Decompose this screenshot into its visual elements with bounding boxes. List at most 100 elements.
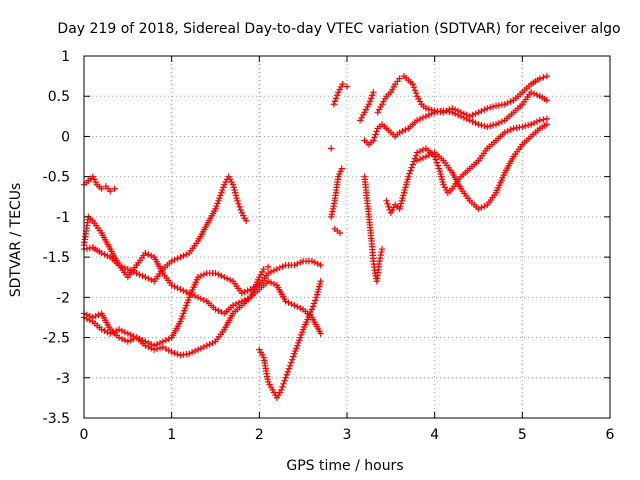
data-point xyxy=(124,330,132,337)
data-point xyxy=(212,306,219,313)
data-point xyxy=(183,251,190,258)
data-point xyxy=(501,101,508,108)
data-point xyxy=(86,316,94,324)
x-tick-label: 4 xyxy=(430,427,439,443)
data-point xyxy=(136,271,143,278)
data-point xyxy=(218,308,225,316)
data-point xyxy=(142,274,149,281)
data-point xyxy=(419,146,427,154)
data-point xyxy=(200,343,208,351)
data-point xyxy=(98,249,105,257)
data-point xyxy=(492,121,500,128)
data-point xyxy=(475,121,482,128)
data-point xyxy=(411,86,419,94)
data-point xyxy=(443,107,450,115)
y-tick-label: -1 xyxy=(56,210,70,226)
data-point xyxy=(543,97,551,104)
data-point xyxy=(540,74,547,81)
data-point xyxy=(177,286,184,293)
y-tick-label: -2.5 xyxy=(43,331,70,347)
data-point xyxy=(410,83,418,91)
data-point xyxy=(127,267,134,274)
data-point xyxy=(104,328,111,336)
data-point xyxy=(174,350,181,358)
satellite-track-10 xyxy=(374,72,551,120)
data-point xyxy=(446,106,453,113)
data-point xyxy=(466,113,473,120)
data-point xyxy=(234,197,241,204)
data-point xyxy=(278,386,285,394)
data-point xyxy=(481,106,488,113)
data-point xyxy=(377,251,384,259)
chart-title: Day 219 of 2018, Sidereal Day-to-day VTE… xyxy=(57,21,620,37)
data-point xyxy=(410,158,418,165)
data-point xyxy=(522,122,529,130)
satellite-track-4 xyxy=(80,257,324,349)
data-point xyxy=(433,159,441,166)
data-point xyxy=(504,127,511,135)
data-point xyxy=(412,90,420,97)
data-point xyxy=(283,371,290,378)
data-point xyxy=(369,92,376,99)
data-point xyxy=(180,287,187,294)
x-tick-label: 3 xyxy=(343,427,352,443)
data-point xyxy=(332,95,340,102)
data-point xyxy=(215,271,222,278)
data-point xyxy=(107,187,114,195)
data-point xyxy=(478,204,485,211)
data-point xyxy=(289,356,296,363)
data-point xyxy=(507,126,514,133)
data-point xyxy=(215,307,222,314)
data-point xyxy=(242,217,250,225)
data-point xyxy=(407,167,414,174)
data-point xyxy=(481,122,488,130)
satellite-track-5 xyxy=(80,263,272,359)
data-point xyxy=(174,255,181,262)
data-point xyxy=(127,331,134,339)
data-point xyxy=(118,263,126,270)
data-point xyxy=(384,200,391,208)
data-point xyxy=(489,103,497,110)
data-point xyxy=(472,119,479,127)
data-point xyxy=(171,349,178,357)
y-tick-label: -1.5 xyxy=(43,250,70,266)
data-point xyxy=(264,263,272,270)
grid xyxy=(84,56,610,418)
data-point xyxy=(376,254,384,262)
data-point xyxy=(133,270,140,277)
data-point xyxy=(156,344,164,352)
data-point xyxy=(402,126,409,133)
data-point xyxy=(472,110,479,117)
y-tick-label: -2 xyxy=(56,290,70,306)
y-tick-label: 0.5 xyxy=(48,89,70,105)
data-point xyxy=(422,153,430,160)
data-point xyxy=(498,118,506,125)
data-point xyxy=(209,339,216,347)
data-point xyxy=(180,252,187,259)
data-point xyxy=(310,300,318,307)
data-point xyxy=(486,104,494,111)
satellite-track-8 xyxy=(361,173,386,285)
data-point xyxy=(197,345,205,352)
satellite-track-12 xyxy=(413,121,551,213)
x-tick-label: 0 xyxy=(80,427,89,443)
data-point xyxy=(294,260,301,268)
data-point xyxy=(188,349,196,356)
y-tick-label: 1 xyxy=(61,49,70,65)
data-point xyxy=(191,347,199,355)
data-point xyxy=(197,272,205,280)
data-point xyxy=(95,311,102,318)
data-point xyxy=(139,272,146,280)
data-point xyxy=(412,152,420,159)
data-point xyxy=(309,303,317,310)
data-point xyxy=(101,327,108,335)
data-point xyxy=(186,350,193,357)
data-point xyxy=(419,114,427,121)
data-point xyxy=(229,302,237,309)
data-point xyxy=(241,288,248,296)
data-point xyxy=(83,315,91,322)
data-point xyxy=(330,101,338,108)
data-point xyxy=(168,282,175,289)
data-point xyxy=(241,296,248,304)
data-point xyxy=(366,98,374,105)
